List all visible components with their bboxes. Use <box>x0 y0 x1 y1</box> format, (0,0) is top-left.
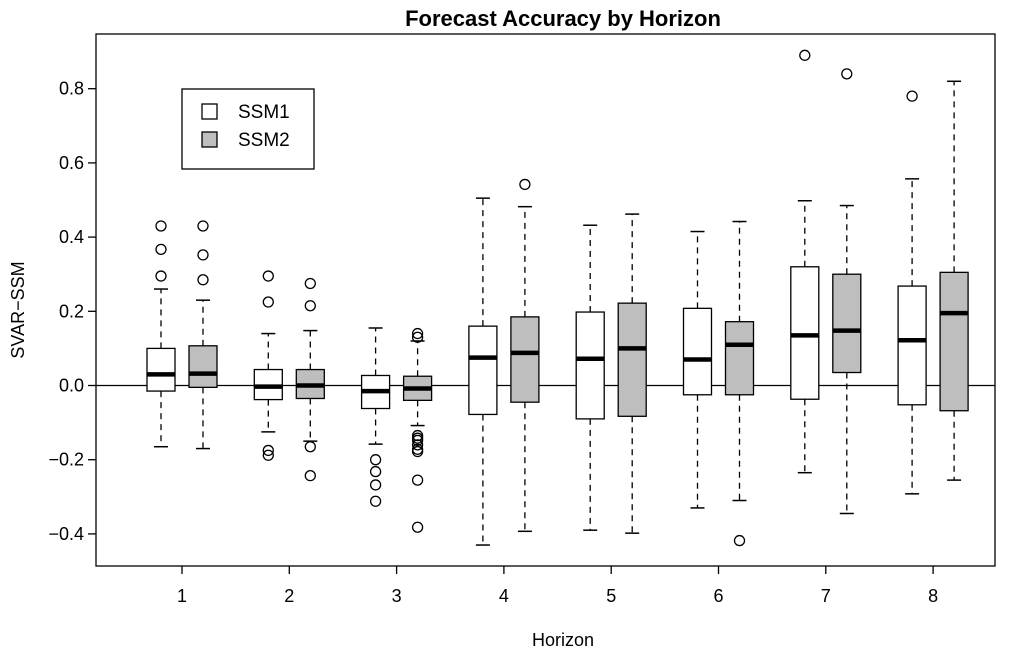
outlier-point <box>411 521 424 533</box>
box-iqr <box>468 325 498 416</box>
outlier-point <box>262 296 274 308</box>
y-tick-label: −0.4 <box>48 524 84 544</box>
x-tick-label: 7 <box>821 586 831 606</box>
legend-label-ssm2: SSM2 <box>238 130 290 151</box>
box-iqr <box>510 316 540 403</box>
outlier-point <box>262 449 274 461</box>
box-ssm2-h4 <box>510 178 540 533</box>
legend-swatch-ssm1 <box>201 103 218 120</box>
box-iqr <box>790 266 820 400</box>
box-iqr <box>188 345 218 389</box>
y-tick-label: 0.0 <box>59 376 84 396</box>
outlier-point <box>197 274 209 286</box>
outlier-point <box>519 178 531 191</box>
y-tick-label: 0.2 <box>59 301 84 321</box>
outlier-point <box>369 454 382 466</box>
x-tick-label: 2 <box>284 586 294 606</box>
box-iqr <box>897 285 927 406</box>
box-ssm2-h6 <box>724 220 755 547</box>
y-tick-label: 0.6 <box>59 153 84 173</box>
outlier-point <box>841 68 853 80</box>
box-ssm1-h1 <box>146 220 176 448</box>
box-ssm2-h2 <box>295 277 325 482</box>
outlier-point <box>304 470 316 482</box>
x-tick-label: 4 <box>499 586 509 606</box>
outlier-point <box>369 495 382 507</box>
box-iqr <box>832 273 862 374</box>
x-tick-label: 5 <box>606 586 616 606</box>
box-iqr <box>939 271 969 412</box>
outlier-point <box>411 327 424 340</box>
outlier-point <box>197 220 209 232</box>
legend: SSM1 SSM2 <box>181 88 315 170</box>
x-tick-label: 1 <box>177 586 187 606</box>
box-ssm2-h1 <box>188 220 218 450</box>
plot-frame <box>95 33 996 567</box>
box-ssm1-h7 <box>790 49 820 474</box>
outlier-point <box>411 331 424 343</box>
box-ssm1-h3 <box>360 327 391 507</box>
box-iqr <box>682 307 713 396</box>
box-ssm2-h7 <box>832 68 862 515</box>
x-tick-label: 8 <box>928 586 938 606</box>
y-tick-label: −0.2 <box>48 450 84 470</box>
box-ssm2-h3 <box>402 327 433 533</box>
box-ssm1-h6 <box>682 230 713 509</box>
outlier-point <box>197 249 209 261</box>
outlier-point <box>411 445 424 458</box>
legend-swatch-ssm2 <box>201 131 218 148</box>
outlier-point <box>155 270 167 282</box>
outlier-point <box>799 49 811 61</box>
outlier-point <box>411 474 424 486</box>
y-tick-label: 0.4 <box>59 227 84 247</box>
outlier-point <box>411 439 424 451</box>
y-tick-label: 0.8 <box>59 79 84 99</box>
box-ssm2-h8 <box>939 80 969 481</box>
outlier-point <box>304 300 316 312</box>
legend-label-ssm1: SSM1 <box>238 102 290 123</box>
outlier-point <box>262 444 274 457</box>
outlier-point <box>155 220 167 232</box>
outlier-point <box>411 434 424 447</box>
box-iqr <box>724 321 755 396</box>
box-iqr <box>146 347 176 392</box>
outlier-point <box>304 441 316 453</box>
legend-box <box>181 88 315 170</box>
box-ssm1-h4 <box>468 197 498 546</box>
outlier-point <box>369 465 382 478</box>
outlier-point <box>262 270 274 282</box>
y-axis-label: SVAR−SSM <box>8 261 28 358</box>
box-iqr <box>575 311 605 420</box>
x-tick-label: 6 <box>713 586 723 606</box>
outlier-point <box>733 534 746 547</box>
outlier-point <box>155 243 167 255</box>
chart-title: Forecast Accuracy by Horizon <box>405 6 721 31</box>
box-ssm1-h8 <box>897 90 927 495</box>
x-tick-label: 3 <box>392 586 402 606</box>
box-iqr <box>617 302 647 417</box>
box-ssm1-h2 <box>253 270 283 461</box>
outlier-point <box>369 479 382 491</box>
box-ssm2-h5 <box>617 213 647 534</box>
box-ssm1-h5 <box>575 224 605 531</box>
outlier-point <box>906 90 918 102</box>
x-axis-label: Horizon <box>532 630 594 650</box>
plot-area: −0.4 −0.2 0.0 0.2 0.4 0.6 0.8 1 2 3 4 5 6 7 8 <box>48 33 996 606</box>
outlier-point <box>304 277 316 290</box>
